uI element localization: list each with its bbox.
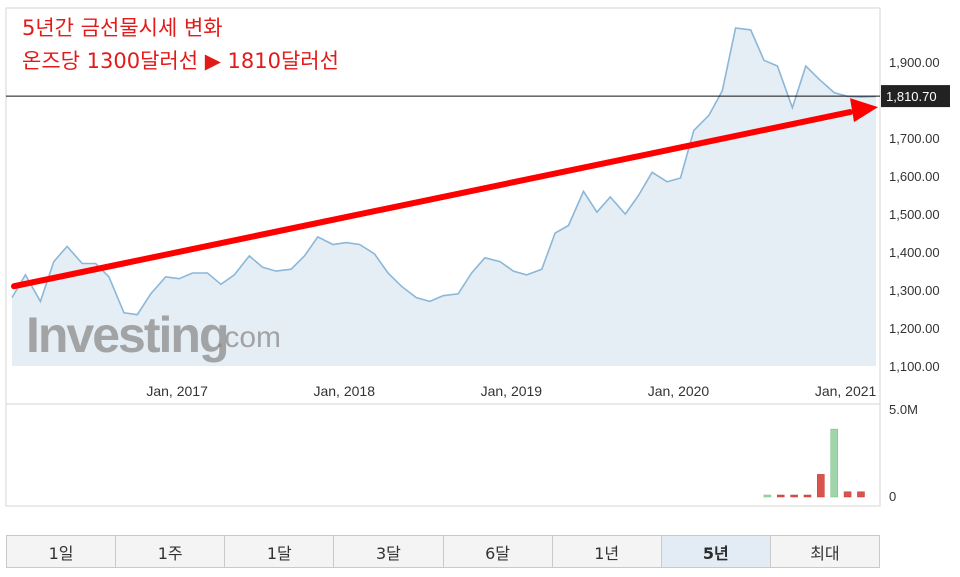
x-tick-label: Jan, 2021	[815, 383, 877, 399]
x-tick-label: Jan, 2017	[146, 383, 208, 399]
current-price-badge	[881, 85, 950, 108]
volume-tick-label: 0	[889, 489, 896, 504]
annotation-title: 5년간 금선물시세 변화	[22, 16, 223, 40]
y-tick-label: 1,100.00	[889, 359, 940, 374]
annotation-subtitle: 온즈당 1300달러선 ▶ 1810달러선	[22, 49, 339, 73]
volume-bar	[857, 491, 865, 498]
y-tick-label: 1,700.00	[889, 131, 940, 146]
price-line	[11, 27, 877, 316]
volume-bar	[803, 494, 812, 498]
range-tab-3[interactable]: 3달	[334, 536, 444, 567]
y-tick-label: 1,600.00	[889, 169, 940, 184]
range-tab-6[interactable]: 5년	[661, 536, 771, 567]
trend-arrow-line	[11, 109, 853, 290]
volume-tick-label: 5.0M	[889, 402, 918, 417]
range-tab-5[interactable]: 1년	[553, 536, 662, 567]
volume-bar	[763, 494, 772, 498]
range-tab-7[interactable]: 최대	[810, 543, 840, 563]
range-tab-1[interactable]: 1주	[116, 536, 226, 567]
volume-bar	[843, 491, 852, 498]
price-area	[12, 28, 876, 366]
current-price-label: 1,810.70	[886, 89, 937, 104]
volume-bar	[790, 494, 798, 498]
volume-bar	[776, 494, 785, 498]
volume-bar	[830, 428, 838, 498]
price-chart: 1,100.00 1,200.00 1,300.00 1,400.00 1,500.00…	[5, 7, 950, 507]
range-tab-0[interactable]: 1일	[7, 536, 117, 567]
y-tick-label: 1,400.00	[889, 245, 940, 260]
range-tab-2[interactable]: 1달	[225, 536, 335, 567]
y-tick-label: 1,500.00	[889, 207, 940, 222]
x-tick-label: Jan, 2020	[648, 383, 710, 399]
y-tick-label: 1,300.00	[889, 283, 940, 298]
watermark-logo: Investing	[26, 307, 227, 363]
x-tick-label: Jan, 2019	[481, 383, 543, 399]
watermark-suffix: .com	[216, 321, 281, 354]
range-tab-4[interactable]: 6달	[444, 536, 553, 567]
range-tabs: 1일 1주 1달 3달 6달 1년 5년 최대	[6, 535, 880, 568]
y-tick-label: 1,900.00	[889, 55, 940, 70]
trend-arrowhead	[850, 98, 878, 123]
volume-bar	[817, 474, 825, 498]
y-tick-label: 1,200.00	[889, 321, 940, 336]
x-tick-label: Jan, 2018	[313, 383, 375, 399]
chart-frame	[5, 7, 881, 507]
